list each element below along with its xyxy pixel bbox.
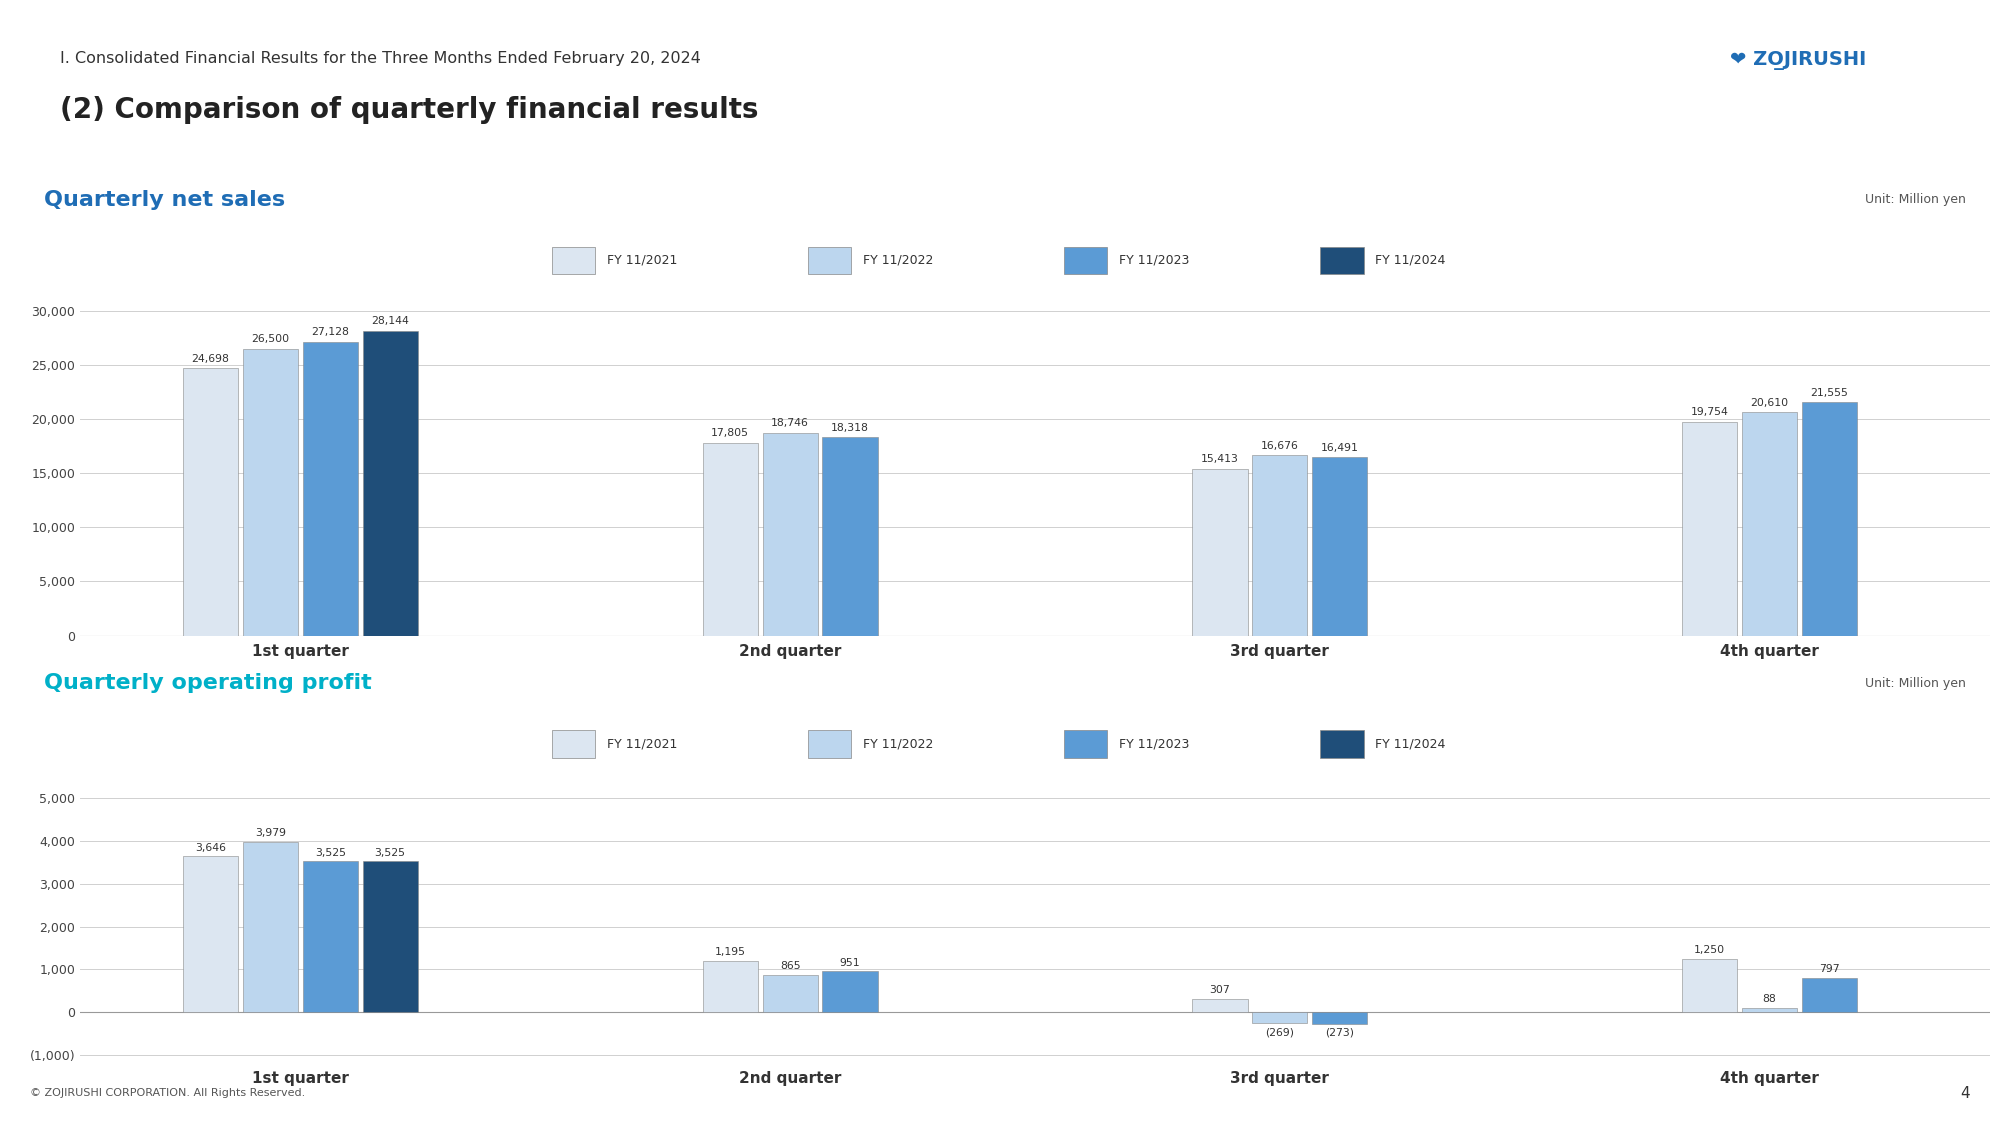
Text: 797: 797 (1820, 964, 1840, 974)
Bar (1252, 455, 1308, 636)
Bar (1252, 1011, 1308, 1024)
Text: 4: 4 (1960, 1086, 1970, 1101)
Text: 18,318: 18,318 (832, 423, 868, 433)
Text: 28,144: 28,144 (372, 316, 410, 326)
Bar (762, 975, 818, 1011)
Text: Unit: Million yen: Unit: Million yen (1866, 193, 1966, 206)
Bar (362, 862, 418, 1011)
Bar (552, 730, 596, 758)
Bar (762, 433, 818, 636)
Text: 3,525: 3,525 (314, 847, 346, 857)
Bar (702, 961, 758, 1011)
Bar (242, 843, 298, 1011)
Text: ❤ ZO̲JIRUSHI: ❤ ZO̲JIRUSHI (1730, 51, 1866, 70)
Bar (362, 331, 418, 636)
Text: FY 11/2022: FY 11/2022 (864, 253, 934, 267)
Text: 27,128: 27,128 (312, 327, 350, 338)
Text: (273): (273) (1326, 1027, 1354, 1037)
Text: FY 11/2023: FY 11/2023 (1120, 737, 1190, 750)
Bar (184, 856, 238, 1011)
Text: 19,754: 19,754 (1690, 407, 1728, 417)
Text: 951: 951 (840, 957, 860, 968)
Text: © ZOJIRUSHI CORPORATION. All Rights Reserved.: © ZOJIRUSHI CORPORATION. All Rights Rese… (30, 1089, 306, 1098)
Bar (184, 368, 238, 636)
Text: 3,646: 3,646 (196, 843, 226, 853)
Text: 3,525: 3,525 (374, 847, 406, 857)
Text: 865: 865 (780, 961, 800, 971)
Text: Quarterly net sales: Quarterly net sales (44, 190, 284, 209)
Text: FY 11/2022: FY 11/2022 (864, 737, 934, 750)
Text: FY 11/2021: FY 11/2021 (608, 253, 678, 267)
Bar (1802, 403, 1858, 636)
Bar (822, 971, 878, 1011)
Bar (1742, 1008, 1798, 1011)
Text: 16,676: 16,676 (1260, 441, 1298, 450)
Text: 20,610: 20,610 (1750, 398, 1788, 408)
Text: FY 11/2021: FY 11/2021 (608, 737, 678, 750)
Text: 88: 88 (1762, 994, 1776, 1005)
Text: FY 11/2024: FY 11/2024 (1376, 253, 1446, 267)
Bar (552, 246, 596, 274)
Bar (1064, 246, 1108, 274)
Bar (822, 438, 878, 636)
Bar (1312, 457, 1368, 636)
Bar (302, 342, 358, 636)
Text: I. Consolidated Financial Results for the Three Months Ended February 20, 2024: I. Consolidated Financial Results for th… (60, 51, 700, 65)
Text: 26,500: 26,500 (252, 334, 290, 344)
Bar (1312, 1011, 1368, 1024)
Bar (1682, 958, 1738, 1011)
Text: 3,979: 3,979 (254, 828, 286, 838)
Text: 15,413: 15,413 (1202, 455, 1238, 465)
Text: 17,805: 17,805 (712, 429, 750, 439)
Text: 16,491: 16,491 (1320, 442, 1358, 452)
Text: 1,250: 1,250 (1694, 945, 1726, 955)
Text: Quarterly operating profit: Quarterly operating profit (44, 674, 372, 693)
Bar (1192, 999, 1248, 1011)
Bar (1064, 730, 1108, 758)
Text: FY 11/2023: FY 11/2023 (1120, 253, 1190, 267)
Bar (1320, 730, 1364, 758)
Bar (1742, 413, 1798, 636)
Bar (1320, 246, 1364, 274)
Text: 18,746: 18,746 (772, 418, 810, 429)
Text: 24,698: 24,698 (192, 353, 230, 363)
Bar (1682, 422, 1738, 636)
Bar (302, 862, 358, 1011)
Text: (2) Comparison of quarterly financial results: (2) Comparison of quarterly financial re… (60, 96, 758, 124)
Bar (808, 246, 852, 274)
Bar (242, 349, 298, 636)
Text: (269): (269) (1266, 1027, 1294, 1037)
Bar (1192, 469, 1248, 636)
Text: 1,195: 1,195 (714, 947, 746, 957)
Text: Unit: Million yen: Unit: Million yen (1866, 677, 1966, 690)
Bar (808, 730, 852, 758)
Bar (1802, 978, 1858, 1011)
Text: 21,555: 21,555 (1810, 388, 1848, 398)
Bar (702, 443, 758, 636)
Text: 307: 307 (1210, 986, 1230, 994)
Text: FY 11/2024: FY 11/2024 (1376, 737, 1446, 750)
